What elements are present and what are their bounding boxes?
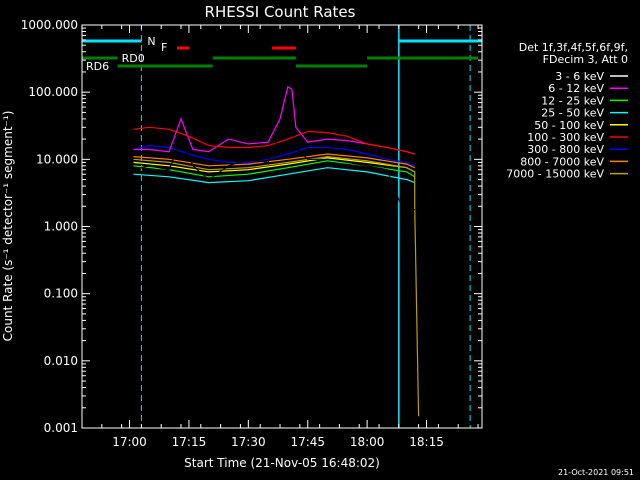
- x-tick-label: 18:15: [409, 435, 444, 449]
- series-layer: [133, 85, 420, 417]
- legend-entry-label: 6 - 12 keV: [548, 82, 604, 95]
- y-tick-label: 0.010: [44, 354, 78, 368]
- x-tick-label: 17:30: [231, 435, 266, 449]
- legend-entry-label: 12 - 25 keV: [541, 94, 604, 107]
- series-line: [133, 144, 415, 167]
- legend-entry-label: 3 - 6 keV: [555, 70, 604, 83]
- x-tick-label: 17:45: [290, 435, 325, 449]
- rd6-label: RD6: [86, 60, 109, 73]
- plot-frame: [81, 24, 483, 429]
- legend: Det 1f,3f,4f,5f,6f,9f,FDecim 3, Att 0 3 -…: [506, 41, 628, 181]
- x-tick-label: 18:00: [350, 435, 385, 449]
- timestamp: 21-Oct-2021 09:51: [558, 468, 634, 477]
- x-tick-label: 17:15: [172, 435, 207, 449]
- series-line: [133, 155, 420, 417]
- series-line: [133, 153, 415, 169]
- flare-label: F: [161, 41, 167, 54]
- legend-header: Det 1f,3f,4f,5f,6f,9f,: [519, 41, 628, 54]
- night-label: N: [147, 35, 155, 48]
- legend-entry-label: 25 - 50 keV: [541, 107, 604, 120]
- legend-entry-label: 300 - 800 keV: [527, 143, 604, 156]
- annotation-bars: N F RD0 RD6: [82, 25, 482, 428]
- legend-entry-label: 50 - 100 keV: [534, 119, 604, 132]
- legend-entry-label: 100 - 300 keV: [527, 131, 604, 144]
- series-line: [133, 160, 416, 178]
- rd0-label: RD0: [122, 52, 145, 65]
- series-line: [133, 126, 415, 155]
- x-axis-label: Start Time (21-Nov-05 16:48:02): [184, 456, 380, 470]
- legend-header: FDecim 3, Att 0: [543, 53, 628, 66]
- chart-title: RHESSI Count Rates: [205, 3, 356, 21]
- series-line: [133, 85, 415, 155]
- y-axis-label: Count Rate (s⁻¹ detector⁻¹ segment⁻¹): [1, 111, 15, 342]
- y-tick-label: 0.100: [44, 287, 78, 301]
- y-tick-label: 100.000: [28, 85, 78, 99]
- y-tick-label: 0.001: [44, 421, 78, 435]
- axes: 1000.000 100.000 10.000 1.000 0.100 0.010 0.00…: [21, 18, 482, 449]
- y-tick-label: 1000.000: [21, 18, 78, 32]
- legend-entry-label: 7000 - 15000 keV: [506, 168, 604, 181]
- y-tick-label: 10.000: [36, 152, 78, 166]
- x-tick-label: 17:00: [112, 435, 147, 449]
- series-line: [133, 167, 415, 184]
- legend-entry-label: 800 - 7000 keV: [520, 155, 604, 168]
- series-line: [133, 107, 416, 216]
- y-tick-label: 1.000: [44, 220, 78, 234]
